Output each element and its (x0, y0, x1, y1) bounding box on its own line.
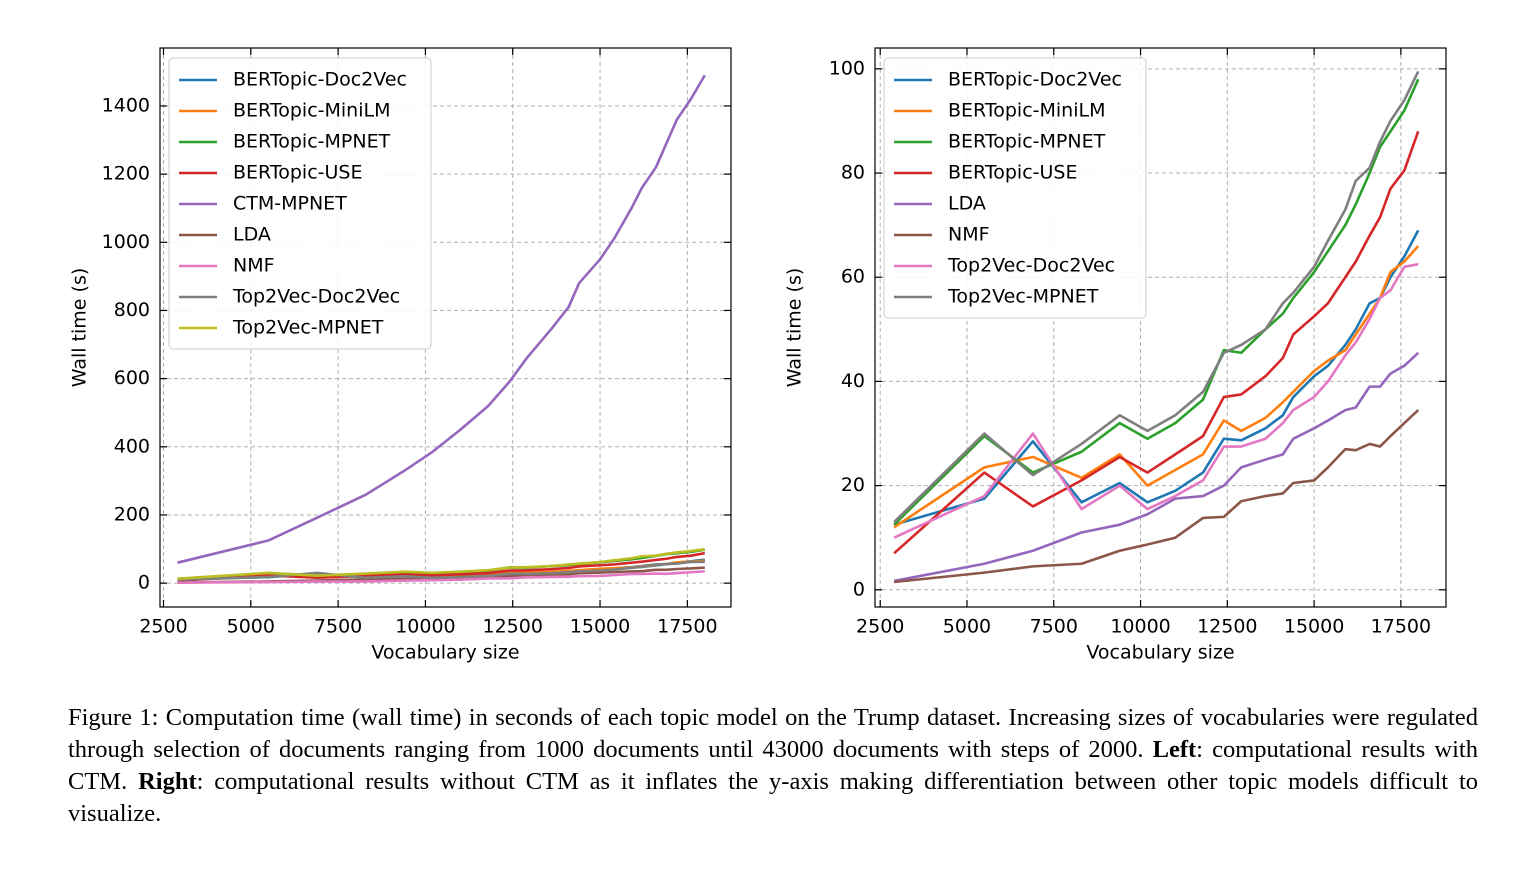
legend-label: LDA (233, 224, 271, 246)
x-tick-label: 15000 (1284, 616, 1344, 638)
x-axis-label: Vocabulary size (1086, 642, 1234, 664)
series-line (893, 229, 1420, 526)
x-tick-label: 17500 (657, 616, 717, 638)
x-tick-label: 2500 (856, 616, 904, 638)
y-tick-label: 0 (138, 572, 150, 594)
legend-label: BERTopic-USE (948, 162, 1077, 184)
y-tick-label: 20 (841, 474, 865, 496)
x-tick-label: 15000 (570, 616, 630, 638)
y-tick-label: 1400 (102, 94, 150, 116)
y-tick-label: 100 (829, 57, 865, 79)
legend-label: Top2Vec-MPNET (232, 317, 384, 339)
series-line (177, 547, 705, 581)
legend-box (883, 57, 1147, 319)
y-tick-label: 80 (841, 162, 865, 184)
y-tick-label: 1200 (102, 163, 150, 185)
y-tick-label: 800 (114, 299, 150, 321)
x-tick-label: 10000 (395, 616, 455, 638)
legend-label: BERTopic-Doc2Vec (233, 69, 407, 91)
y-tick-label: 200 (114, 503, 150, 525)
y-tick-label: 0 (853, 578, 865, 600)
plot-frame (159, 47, 732, 608)
series-line (177, 566, 705, 584)
legend-label: BERTopic-MPNET (948, 131, 1106, 153)
caption-text: Right (138, 768, 197, 795)
legend-label: Top2Vec-Doc2Vec (232, 286, 400, 308)
series-line (893, 70, 1420, 524)
series-line (177, 570, 705, 584)
series-line (893, 351, 1420, 583)
legend-label: BERTopic-MiniLM (948, 100, 1105, 122)
x-tick-label: 12500 (483, 616, 543, 638)
x-tick-label: 12500 (1197, 616, 1257, 638)
y-tick-label: 400 (114, 435, 150, 457)
series-line (893, 78, 1420, 526)
legend-label: Top2Vec-Doc2Vec (947, 255, 1115, 277)
figure: 2500 5000 7500 10000 12500 15000 1750002004006… (69, 47, 1447, 664)
legend-label: CTM-MPNET (233, 193, 347, 215)
x-tick-label: 5000 (943, 616, 991, 638)
legend-label: Top2Vec-MPNET (947, 286, 1099, 308)
x-tick-label: 10000 (1110, 616, 1170, 638)
y-axis-label: Wall time (s) (784, 268, 806, 388)
legend-label: LDA (948, 193, 986, 215)
caption-text: Left (1152, 736, 1197, 763)
series-line (893, 409, 1420, 584)
x-tick-label: 7500 (1030, 616, 1078, 638)
y-tick-label: 600 (114, 367, 150, 389)
y-tick-label: 40 (841, 370, 865, 392)
legend-label: NMF (948, 224, 990, 246)
y-tick-label: 1000 (102, 231, 150, 253)
caption-text: Figure 1: Computation time (wall time) i… (68, 704, 1478, 763)
plot-frame (874, 47, 1447, 608)
x-tick-label: 17500 (1371, 616, 1431, 638)
caption-text: : computational results with CTM. (68, 736, 1478, 795)
y-axis-label: Wall time (s) (69, 268, 91, 388)
x-axis-label: Vocabulary size (371, 642, 519, 664)
series-line (177, 74, 706, 564)
legend-label: BERTopic-MPNET (233, 131, 391, 153)
legend-label: BERTopic-Doc2Vec (948, 69, 1122, 91)
series-line (893, 130, 1420, 555)
legend-label: BERTopic-MiniLM (233, 100, 390, 122)
series-line (177, 551, 706, 583)
series-line (893, 262, 1419, 539)
caption-text: : computational results without CTM as i… (68, 768, 1479, 827)
series-line (177, 560, 705, 582)
legend-label: BERTopic-USE (233, 162, 362, 184)
caption: Figure 1: Computation time (wall time) i… (68, 702, 1478, 830)
x-tick-label: 5000 (227, 616, 275, 638)
legend-label: NMF (233, 255, 275, 277)
y-tick-label: 60 (841, 266, 865, 288)
x-tick-label: 2500 (139, 616, 187, 638)
x-tick-label: 7500 (314, 616, 362, 638)
legend-box (168, 57, 432, 350)
